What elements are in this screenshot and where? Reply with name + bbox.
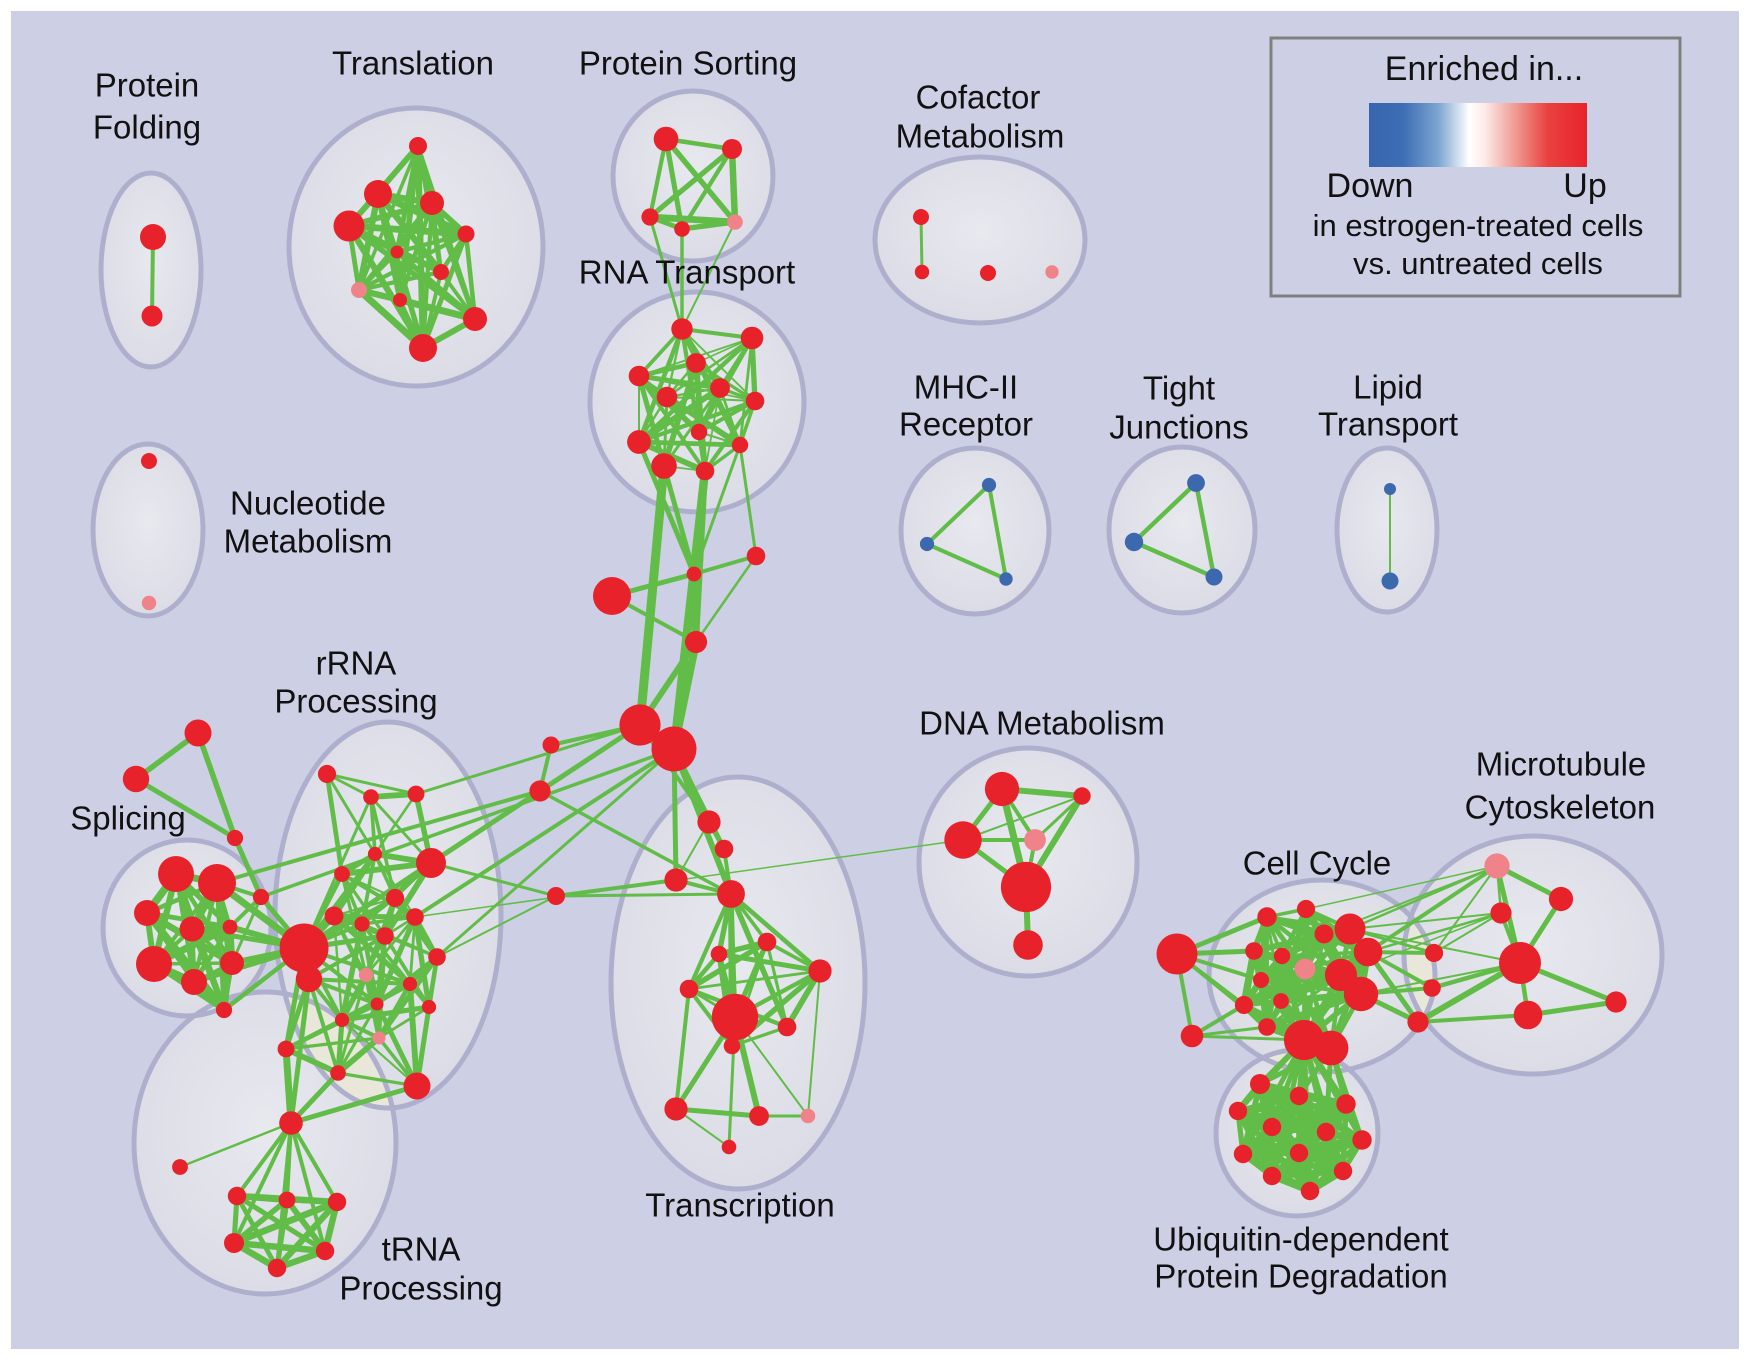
svg-text:Lipid: Lipid	[1353, 369, 1423, 406]
svg-text:Metabolism: Metabolism	[896, 118, 1065, 155]
svg-text:Cell Cycle: Cell Cycle	[1243, 845, 1392, 882]
svg-text:DNA Metabolism: DNA Metabolism	[919, 705, 1165, 742]
svg-text:vs. untreated cells: vs. untreated cells	[1353, 246, 1603, 281]
svg-text:Protein: Protein	[95, 67, 200, 104]
svg-text:Microtubule: Microtubule	[1476, 746, 1647, 783]
svg-text:Transcription: Transcription	[645, 1187, 835, 1224]
svg-text:in estrogen-treated cells: in estrogen-treated cells	[1313, 208, 1644, 243]
svg-text:Enriched in...: Enriched in...	[1385, 50, 1583, 88]
svg-text:tRNA: tRNA	[382, 1231, 461, 1268]
svg-text:Cofactor: Cofactor	[916, 79, 1041, 116]
svg-text:Down: Down	[1327, 167, 1414, 205]
svg-text:Translation: Translation	[332, 45, 494, 82]
svg-text:Splicing: Splicing	[70, 800, 186, 837]
svg-text:Receptor: Receptor	[899, 406, 1033, 443]
svg-text:Protein Degradation: Protein Degradation	[1154, 1258, 1448, 1295]
svg-text:Processing: Processing	[339, 1270, 502, 1307]
svg-text:Protein Sorting: Protein Sorting	[579, 45, 797, 82]
svg-text:RNA Transport: RNA Transport	[579, 254, 795, 291]
svg-text:Nucleotide: Nucleotide	[230, 485, 386, 522]
svg-text:Metabolism: Metabolism	[224, 523, 393, 560]
svg-text:Tight: Tight	[1143, 370, 1215, 407]
svg-text:Transport: Transport	[1318, 406, 1458, 443]
svg-text:Ubiquitin-dependent: Ubiquitin-dependent	[1153, 1221, 1448, 1258]
svg-text:Processing: Processing	[274, 683, 437, 720]
svg-text:Up: Up	[1563, 167, 1606, 205]
svg-text:Folding: Folding	[93, 109, 201, 146]
svg-text:Cytoskeleton: Cytoskeleton	[1465, 789, 1656, 826]
svg-text:MHC-II: MHC-II	[914, 369, 1018, 406]
svg-text:rRNA: rRNA	[316, 645, 397, 682]
svg-text:Junctions: Junctions	[1109, 409, 1248, 446]
